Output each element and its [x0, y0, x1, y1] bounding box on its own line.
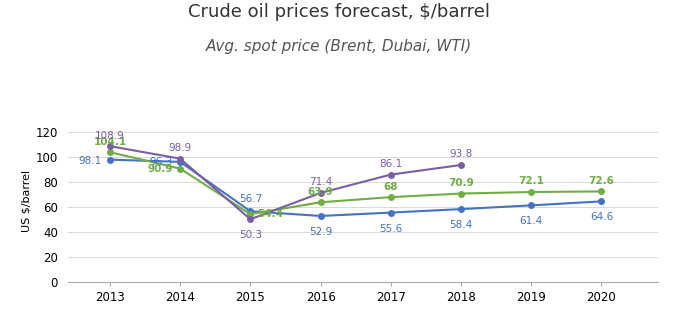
Text: 86.1: 86.1	[379, 159, 403, 169]
Text: 64.6: 64.6	[590, 213, 613, 223]
IMF	[317, 200, 325, 204]
Text: 55.6: 55.6	[379, 224, 403, 234]
Legend: World Bank, IMF, EIU: World Bank, IMF, EIU	[228, 323, 497, 324]
Text: 50.3: 50.3	[239, 230, 262, 240]
Text: 72.1: 72.1	[518, 177, 544, 187]
Text: 70.9: 70.9	[448, 178, 474, 188]
IMF	[106, 150, 114, 154]
Line: EIU: EIU	[107, 144, 464, 222]
World Bank	[527, 203, 536, 207]
EIU	[317, 191, 325, 195]
World Bank	[176, 160, 184, 164]
IMF	[457, 191, 465, 195]
World Bank	[106, 158, 114, 162]
Text: 68: 68	[384, 181, 398, 191]
EIU	[457, 163, 465, 167]
Text: 93.8: 93.8	[450, 149, 473, 159]
Text: 96.3: 96.3	[149, 157, 172, 167]
IMF	[527, 190, 536, 194]
Text: 52.9: 52.9	[309, 227, 332, 237]
Line: IMF: IMF	[107, 149, 604, 217]
Text: 108.9: 108.9	[95, 131, 125, 141]
Text: 98.1: 98.1	[79, 156, 102, 166]
EIU	[386, 173, 395, 177]
IMF	[386, 195, 395, 199]
IMF	[246, 212, 254, 216]
EIU	[246, 217, 254, 221]
Text: 104.1: 104.1	[94, 137, 127, 146]
IMF	[597, 190, 605, 193]
World Bank	[457, 207, 465, 211]
World Bank	[246, 209, 254, 213]
Text: 54.4: 54.4	[257, 209, 283, 219]
Text: 56.7: 56.7	[239, 194, 262, 204]
EIU	[106, 144, 114, 148]
Text: 71.4: 71.4	[309, 177, 332, 187]
Text: Avg. spot price (Brent, Dubai, WTI): Avg. spot price (Brent, Dubai, WTI)	[206, 39, 472, 54]
EIU	[176, 157, 184, 161]
World Bank	[597, 200, 605, 203]
Text: 90.9: 90.9	[148, 164, 174, 174]
Text: 98.9: 98.9	[169, 143, 192, 153]
IMF	[176, 167, 184, 170]
World Bank	[317, 214, 325, 218]
Text: 72.6: 72.6	[589, 176, 614, 186]
Y-axis label: US $/barrel: US $/barrel	[22, 170, 32, 232]
Text: 58.4: 58.4	[450, 220, 473, 230]
Text: 63.9: 63.9	[308, 187, 334, 197]
World Bank	[386, 211, 395, 214]
Text: 61.4: 61.4	[519, 216, 543, 226]
Text: Crude oil prices forecast, $/barrel: Crude oil prices forecast, $/barrel	[188, 3, 490, 21]
Line: World Bank: World Bank	[107, 157, 604, 219]
